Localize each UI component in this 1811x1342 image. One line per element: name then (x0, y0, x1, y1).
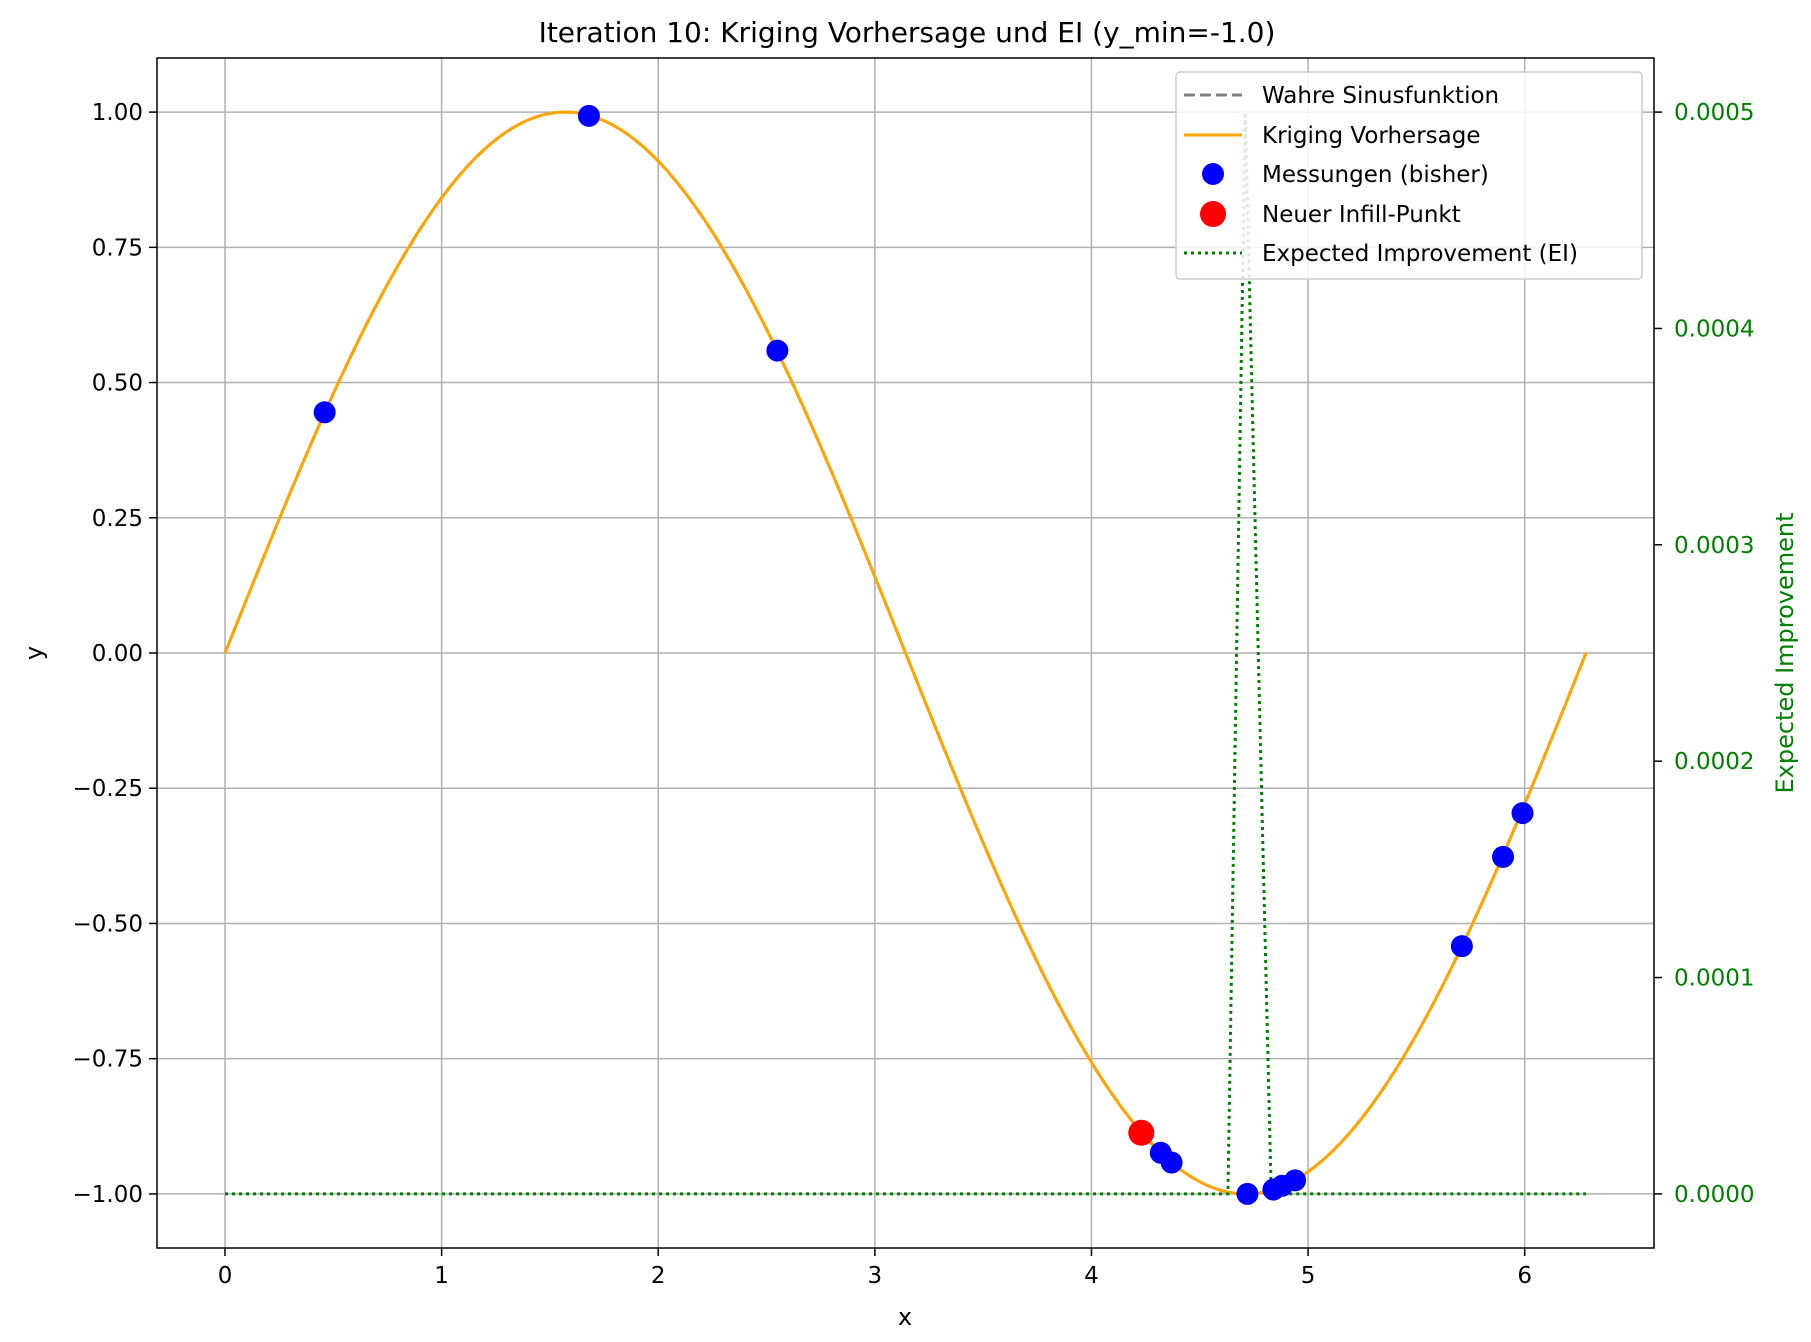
x-tick-label: 1 (434, 1263, 449, 1289)
y-tick-label: 0.75 (92, 235, 143, 261)
measurement-point (1236, 1182, 1259, 1205)
y-tick-label: −0.50 (73, 911, 143, 937)
x-tick-label: 6 (1517, 1263, 1532, 1289)
x-tick-label: 0 (218, 1263, 233, 1289)
legend-swatch-measurements (1202, 163, 1224, 185)
measurement-point (313, 401, 336, 424)
measurement-point (1492, 845, 1515, 868)
x-tick-label: 5 (1301, 1263, 1316, 1289)
y2-axis-label: Expected Improvement (1771, 512, 1799, 793)
y-tick-label: 0.00 (92, 641, 143, 667)
plot-area (223, 104, 1588, 1205)
y-axis-label: y (20, 646, 48, 660)
y-tick-label: 1.00 (92, 100, 143, 126)
y2-tick-label: 0.0002 (1674, 749, 1754, 775)
measurement-point (577, 104, 600, 127)
y-tick-label: −0.75 (73, 1047, 143, 1073)
legend: Wahre Sinusfunktion Kriging Vorhersage M… (1175, 71, 1643, 280)
measurement-point (1450, 935, 1473, 958)
y2-tick-label: 0.0001 (1674, 966, 1754, 992)
y-tick-label: 0.50 (92, 371, 143, 397)
measurement-point (1511, 802, 1534, 825)
legend-label-infill: Neuer Infill-Punkt (1262, 202, 1461, 228)
y-tick-label: −0.25 (73, 776, 143, 802)
y-tick-label: −1.00 (73, 1182, 143, 1208)
legend-label-ei: Expected Improvement (EI) (1262, 241, 1578, 267)
y2-tick-label: 0.0005 (1674, 100, 1754, 126)
y2-tick-label: 0.0003 (1674, 533, 1754, 559)
infill-point (1128, 1119, 1155, 1146)
x-tick-label: 2 (651, 1263, 666, 1289)
legend-label-true-curve: Wahre Sinusfunktion (1262, 83, 1499, 109)
y2-axis: 0.0005 0.0004 0.0003 0.0002 0.0001 0.0000 (1654, 100, 1754, 1208)
kriging-prediction-line (223, 110, 1588, 1196)
measurement-point (766, 339, 789, 362)
x-axis: 0 1 2 3 4 5 6 (218, 1248, 1532, 1289)
y-axis: 1.00 0.75 0.50 0.25 0.00 −0.25 −0.50 −0.75 −1.00 (73, 100, 157, 1208)
legend-swatch-infill (1200, 201, 1226, 227)
x-tick-label: 3 (868, 1263, 883, 1289)
legend-label-measurements: Messungen (bisher) (1262, 162, 1489, 188)
x-tick-label: 4 (1084, 1263, 1099, 1289)
x-axis-label: x (898, 1303, 912, 1331)
measurement-point (1160, 1151, 1183, 1174)
y2-tick-label: 0.0004 (1674, 316, 1754, 342)
legend-box (1175, 71, 1643, 280)
measurement-point (1284, 1169, 1307, 1192)
chart-title: Iteration 10: Kriging Vorhersage und EI … (539, 16, 1276, 49)
y-tick-label: 0.25 (92, 506, 143, 532)
y2-tick-label: 0.0000 (1674, 1182, 1754, 1208)
legend-label-kriging: Kriging Vorhersage (1262, 123, 1481, 149)
